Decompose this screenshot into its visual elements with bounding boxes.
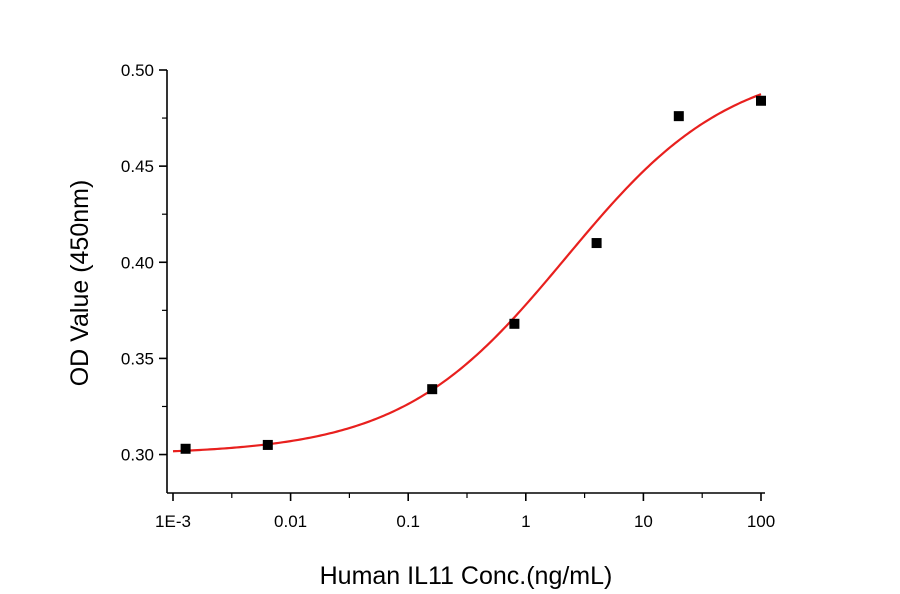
y-axis-ticks: 0.30 0.35 0.40 0.45 0.50 — [121, 61, 167, 465]
y-axis-title: OD Value (450nm) — [66, 180, 94, 387]
y-tick-label: 0.35 — [121, 349, 154, 368]
data-points — [180, 95, 766, 454]
data-point — [262, 439, 273, 450]
y-tick-label: 0.40 — [121, 253, 154, 272]
fit-curve-line — [172, 93, 762, 453]
data-point — [509, 318, 520, 329]
data-point — [673, 111, 684, 122]
y-tick-label: 0.50 — [121, 61, 154, 80]
x-tick-label: 0.01 — [274, 512, 307, 531]
x-tick-label: 100 — [747, 512, 775, 531]
x-tick-label: 1E-3 — [155, 512, 191, 531]
data-point — [180, 443, 191, 454]
data-point — [427, 384, 438, 395]
data-point — [756, 95, 766, 106]
y-tick-label: 0.30 — [121, 446, 154, 465]
x-tick-label: 1 — [521, 512, 530, 531]
data-point — [591, 238, 602, 249]
x-axis-ticks: 1E-3 0.01 0.1 1 10 100 — [155, 493, 775, 531]
y-tick-label: 0.45 — [121, 157, 154, 176]
x-axis-title: Human IL11 Conc.(ng/mL) — [320, 562, 613, 590]
x-tick-label: 0.1 — [396, 512, 420, 531]
plot-area — [166, 70, 765, 494]
x-tick-label: 10 — [634, 512, 653, 531]
